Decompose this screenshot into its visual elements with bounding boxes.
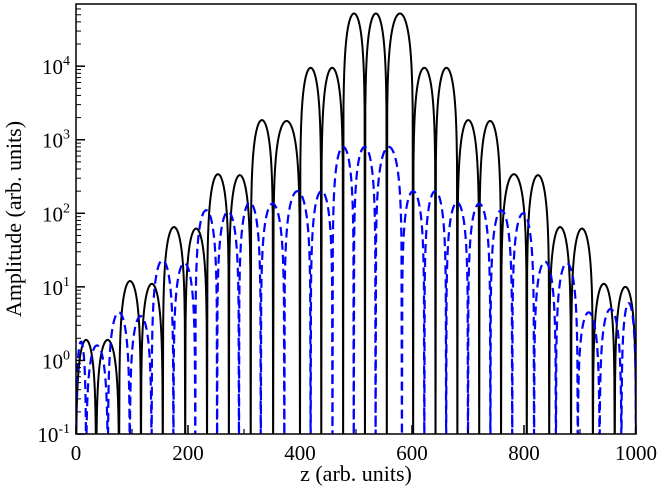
y-tick-label: 101: [42, 275, 70, 300]
y-tick-label: 10-1: [37, 422, 70, 447]
series-line-2: [76, 145, 636, 434]
y-tick-label: 104: [42, 54, 70, 79]
x-tick-label: 1000: [615, 441, 657, 465]
x-tick-label: 200: [172, 441, 204, 465]
x-tick-label: 600: [396, 441, 428, 465]
x-tick-label: 0: [71, 441, 82, 465]
x-tick-label: 400: [284, 441, 316, 465]
y-axis-title: Amplitude (arb. units): [1, 121, 26, 317]
y-tick-label: 103: [42, 128, 70, 153]
series-line-1: [76, 12, 636, 434]
plot-frame: [75, 3, 637, 435]
x-axis: 0 200 400 600 800 1000: [71, 425, 657, 465]
x-tick-label: 800: [508, 441, 540, 465]
x-axis-title: z (arb. units): [300, 461, 412, 486]
y-axis: 10-1 100 101 102 103 104: [37, 3, 85, 447]
y-tick-label: 100: [42, 348, 70, 373]
y-tick-label: 102: [42, 201, 70, 226]
plot-area: [76, 12, 636, 434]
